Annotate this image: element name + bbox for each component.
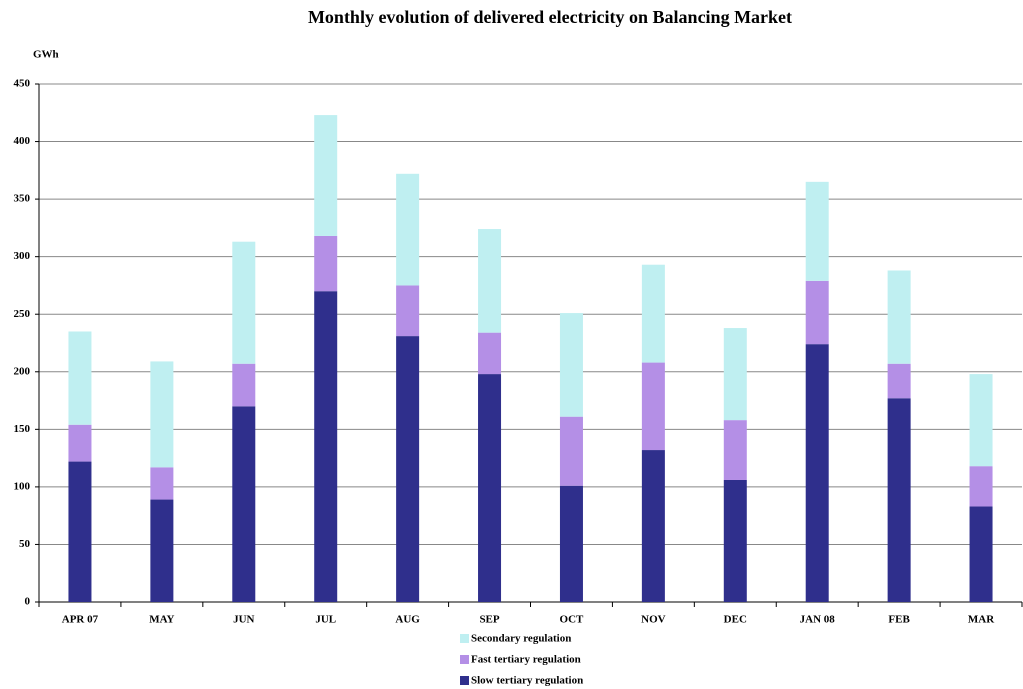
y-tick-label: 350 [14,193,31,205]
x-tick-label: JAN 08 [800,614,836,626]
bar-segment [723,328,747,421]
y-tick-label: 150 [14,423,31,435]
bar-segment [969,374,993,467]
bar-segment [68,331,92,425]
bar-segment [723,479,747,602]
y-axis-label: GWh [33,49,59,61]
y-tick-label: 50 [19,538,31,550]
bar-segment [232,406,256,602]
x-tick-label: DEC [724,614,747,626]
bar-segment [68,461,92,602]
y-tick-label: 200 [14,365,31,377]
y-tick-label: 250 [14,308,31,320]
x-tick-label: MAY [149,614,174,626]
legend-swatch [460,634,469,643]
bar-segment [232,363,256,407]
bar-segment [314,235,338,292]
x-tick-label: JUN [233,614,254,626]
x-tick-label: APR 07 [62,614,99,626]
x-tick-label: OCT [560,614,585,626]
bar-segment [150,467,174,500]
bar-segment [641,450,665,602]
bar-segment [150,499,174,602]
bar-segment [805,344,829,602]
y-tick-label: 0 [25,596,31,608]
y-tick-label: 450 [14,78,31,90]
bar-segment [969,466,993,507]
bar-segment [641,362,665,451]
x-tick-label: FEB [888,614,910,626]
bar-segment [805,280,829,345]
bar-segment [478,374,502,602]
legend-swatch [460,655,469,664]
bar-segment [887,363,911,399]
legend-label: Slow tertiary regulation [471,675,583,687]
x-tick-label: JUL [315,614,336,626]
bar-segment [641,264,665,363]
bar-segment [478,332,502,375]
x-tick-label: AUG [395,614,420,626]
legend-label: Fast tertiary regulation [471,654,581,666]
x-tick-label: SEP [479,614,499,626]
bar-segment [559,416,583,486]
bar-segment [396,285,420,337]
bar-segment [314,115,338,236]
bar-segment [559,485,583,602]
bar-segment [396,173,420,286]
chart-title: Monthly evolution of delivered electrici… [308,7,792,27]
bar-segment [723,420,747,480]
y-tick-label: 100 [14,480,31,492]
x-tick-label: NOV [641,614,666,626]
legend-swatch [460,676,469,685]
bar-segment [68,424,92,462]
bar-segment [478,229,502,333]
bar-segment [969,506,993,602]
bar-segment [150,361,174,468]
bar-segment [314,291,338,602]
bar-segment [887,270,911,364]
bar-segment [805,181,829,281]
x-tick-label: MAR [968,614,995,626]
bar-segment [232,241,256,364]
y-tick-label: 300 [14,250,31,262]
y-tick-label: 400 [14,135,31,147]
bar-segment [559,313,583,417]
legend-label: Secondary regulation [471,633,571,645]
bar-segment [887,398,911,602]
bar-segment [396,336,420,602]
